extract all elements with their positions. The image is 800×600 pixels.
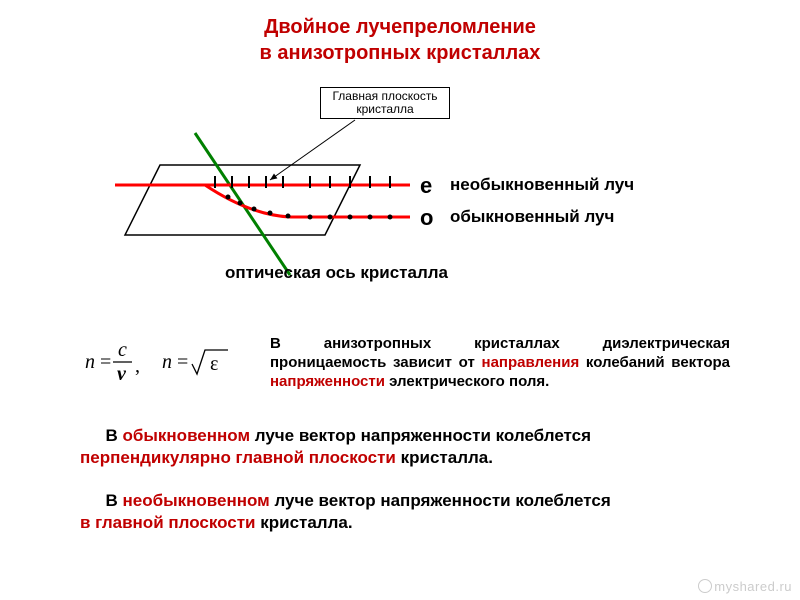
p1-hl1: направления [482, 354, 580, 371]
watermark-text: myshared.ru [714, 579, 792, 594]
para1: В анизотропных кристаллах диэлектрическа… [270, 335, 730, 391]
f-eq1: = [100, 351, 111, 373]
optical-axis-label: оптическая ось кристалла [225, 263, 448, 283]
callout-box: Главная плоскость кристалла [320, 87, 450, 119]
f-v: v [117, 363, 127, 385]
para2: В обыкновенном луче вектор напряженности… [80, 425, 720, 469]
p3-t1: В [106, 491, 123, 510]
o-desc: обыкновенный луч [450, 207, 614, 227]
page-title: Двойное лучепреломление в анизотропных к… [0, 0, 800, 66]
title-line2: в анизотропных кристаллах [0, 40, 800, 66]
p1-hl2: напряженности [270, 373, 385, 390]
f-n2: n [162, 351, 172, 373]
e-desc: необыкновенный луч [450, 175, 634, 195]
p3-t3: кристалла. [256, 513, 353, 532]
p2-hl1: обыкновенном [123, 426, 251, 445]
p1-mid: колебаний вектора [579, 354, 730, 371]
f-eq2: = [177, 351, 188, 373]
e-label: e [420, 173, 432, 199]
o-label: o [420, 205, 433, 231]
para3: В необыкновенном луче вектор напряженнос… [80, 490, 720, 534]
p2-hl2: перпендикулярно главной плоскости [80, 448, 396, 467]
globe-icon [698, 579, 712, 593]
f-n1: n [85, 351, 95, 373]
callout-pointer [270, 120, 355, 180]
crystal-plane [125, 165, 360, 235]
p2-t1: В [106, 426, 123, 445]
p2-t3: кристалла. [396, 448, 493, 467]
watermark: myshared.ru [698, 579, 792, 594]
p2-t2: луче вектор напряженности колеблется [250, 426, 591, 445]
p3-t2: луче вектор напряженности колеблется [270, 491, 611, 510]
formula-row: n = c v , n = ε В анизотропных кристалла… [80, 335, 730, 391]
callout-arrowhead [270, 174, 277, 180]
birefringence-diagram: Главная плоскость кристалла e o необыкно… [130, 85, 670, 295]
p1-suffix: электрического поля. [385, 373, 549, 390]
f-eps: ε [210, 353, 218, 375]
f-comma: , [135, 355, 140, 377]
title-line1: Двойное лучепреломление [0, 14, 800, 40]
o-ray [115, 185, 410, 217]
f-c: c [118, 339, 127, 361]
callout-line2: кристалла [327, 103, 443, 116]
p3-hl2: в главной плоскости [80, 513, 256, 532]
formula-svg: n = c v , n = ε [80, 336, 250, 391]
p3-hl1: необыкновенном [123, 491, 270, 510]
